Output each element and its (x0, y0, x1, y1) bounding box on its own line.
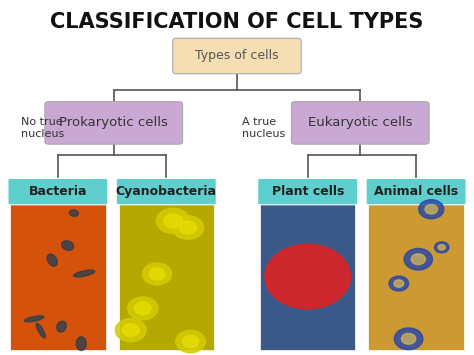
Ellipse shape (69, 210, 78, 216)
Circle shape (164, 214, 182, 228)
Circle shape (265, 244, 350, 309)
FancyBboxPatch shape (10, 203, 106, 350)
Circle shape (176, 331, 205, 353)
Circle shape (411, 254, 425, 264)
Text: Bacteria: Bacteria (28, 185, 87, 198)
Text: No true
nucleus: No true nucleus (21, 118, 64, 139)
Circle shape (419, 200, 444, 219)
FancyBboxPatch shape (292, 102, 429, 144)
Circle shape (180, 221, 197, 234)
Ellipse shape (272, 222, 344, 332)
Circle shape (149, 268, 165, 280)
FancyBboxPatch shape (173, 38, 301, 74)
Circle shape (173, 216, 204, 239)
Circle shape (438, 245, 445, 250)
Circle shape (135, 302, 151, 315)
Text: Animal cells: Animal cells (374, 185, 458, 198)
Text: Plant cells: Plant cells (272, 185, 344, 198)
Ellipse shape (76, 337, 86, 350)
FancyBboxPatch shape (8, 178, 108, 205)
Circle shape (404, 248, 432, 270)
Text: Prokaryotic cells: Prokaryotic cells (59, 116, 168, 130)
Ellipse shape (73, 270, 95, 277)
Ellipse shape (36, 323, 46, 338)
Ellipse shape (25, 316, 44, 322)
Text: Cyanobacteria: Cyanobacteria (116, 185, 217, 198)
Circle shape (182, 335, 199, 348)
Circle shape (435, 242, 449, 253)
Ellipse shape (57, 321, 66, 332)
Circle shape (156, 208, 190, 234)
Text: CLASSIFICATION OF CELL TYPES: CLASSIFICATION OF CELL TYPES (50, 12, 424, 32)
FancyBboxPatch shape (45, 102, 182, 144)
Circle shape (389, 276, 409, 291)
Circle shape (143, 263, 172, 285)
Circle shape (128, 297, 158, 320)
Ellipse shape (47, 254, 57, 266)
FancyBboxPatch shape (116, 178, 216, 205)
FancyBboxPatch shape (258, 178, 358, 205)
FancyBboxPatch shape (260, 203, 356, 350)
Circle shape (394, 280, 404, 287)
Circle shape (394, 328, 423, 350)
Text: A true
nucleus: A true nucleus (242, 118, 285, 139)
Circle shape (115, 318, 146, 342)
Circle shape (425, 204, 438, 214)
FancyBboxPatch shape (366, 178, 466, 205)
Circle shape (122, 324, 139, 337)
FancyBboxPatch shape (368, 203, 464, 350)
Ellipse shape (62, 241, 73, 250)
Text: Types of cells: Types of cells (195, 49, 279, 62)
FancyBboxPatch shape (118, 203, 214, 350)
Circle shape (401, 333, 416, 344)
Text: Eukaryotic cells: Eukaryotic cells (308, 116, 412, 130)
